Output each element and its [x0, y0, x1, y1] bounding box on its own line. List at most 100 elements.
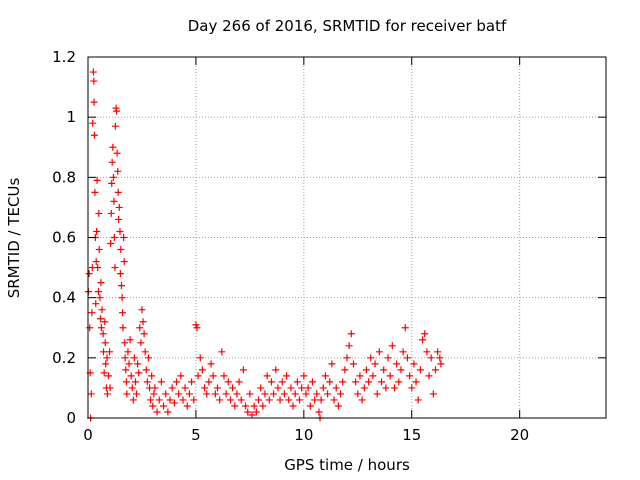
data-point — [403, 354, 411, 362]
data-point — [425, 372, 433, 380]
data-point — [155, 396, 163, 404]
chart-title: Day 266 of 2016, SRMTID for receiver bat… — [188, 17, 507, 35]
data-point — [90, 131, 98, 139]
data-point — [302, 390, 310, 398]
data-point — [205, 378, 213, 386]
data-point — [315, 408, 323, 416]
data-point — [419, 336, 427, 344]
data-point — [209, 372, 217, 380]
data-point — [332, 384, 340, 392]
data-point — [134, 360, 142, 368]
data-point — [127, 372, 135, 380]
y-tick-label: 0 — [66, 409, 76, 427]
data-point — [233, 390, 241, 398]
data-point — [341, 366, 349, 374]
data-point — [311, 396, 319, 404]
data-point — [162, 390, 170, 398]
data-point — [100, 369, 108, 377]
data-point — [235, 378, 243, 386]
data-point — [326, 378, 334, 386]
data-point — [168, 384, 176, 392]
data-point — [375, 348, 383, 356]
data-point — [276, 396, 284, 404]
data-point — [131, 378, 139, 386]
data-point — [319, 384, 327, 392]
data-point — [135, 369, 143, 377]
data-point — [390, 384, 398, 392]
data-point — [93, 227, 101, 235]
data-point — [324, 390, 332, 398]
x-axis-ticks: 0 5 10 15 20 — [83, 57, 529, 444]
data-point — [388, 342, 396, 350]
data-point — [401, 324, 409, 332]
data-point — [226, 396, 234, 404]
data-point — [285, 396, 293, 404]
data-point — [99, 330, 107, 338]
data-point — [109, 173, 117, 181]
data-point — [122, 366, 130, 374]
data-point — [103, 354, 111, 362]
data-point — [349, 360, 357, 368]
data-point — [263, 372, 271, 380]
data-point — [116, 227, 124, 235]
data-point — [321, 372, 329, 380]
data-point — [98, 306, 106, 314]
data-point — [100, 348, 108, 356]
data-point — [114, 167, 122, 175]
data-point — [112, 107, 120, 115]
data-point — [194, 372, 202, 380]
data-point — [119, 309, 127, 317]
data-point — [207, 360, 215, 368]
y-tick-label: 0.2 — [52, 349, 76, 367]
data-point — [92, 300, 100, 308]
data-point — [179, 396, 187, 404]
data-point — [261, 390, 269, 398]
data-point — [97, 315, 105, 323]
data-point — [229, 384, 237, 392]
data-point — [110, 197, 118, 205]
data-point — [231, 402, 239, 410]
data-point — [102, 360, 110, 368]
data-point — [289, 402, 297, 410]
data-point — [170, 399, 178, 407]
y-tick-label: 0.4 — [52, 289, 76, 307]
data-point — [90, 98, 98, 106]
data-point — [91, 188, 99, 196]
data-point — [408, 384, 416, 392]
data-point — [300, 372, 308, 380]
data-point — [242, 402, 250, 410]
data-point — [111, 122, 119, 130]
data-point — [203, 390, 211, 398]
data-point — [423, 348, 431, 356]
data-point — [103, 390, 111, 398]
data-point — [143, 378, 151, 386]
data-point — [121, 354, 129, 362]
data-point — [272, 366, 280, 374]
data-point — [94, 288, 102, 296]
data-point — [414, 396, 422, 404]
data-point — [265, 396, 273, 404]
data-point — [148, 372, 156, 380]
x-tick-label: 0 — [83, 426, 93, 444]
data-point — [201, 384, 209, 392]
data-point — [436, 354, 444, 362]
data-point — [343, 354, 351, 362]
data-point — [141, 348, 149, 356]
data-point — [352, 378, 360, 386]
data-point — [92, 258, 100, 266]
data-point — [367, 354, 375, 362]
data-point — [382, 384, 390, 392]
data-point — [356, 372, 364, 380]
data-point — [431, 366, 439, 374]
data-point — [101, 318, 109, 326]
y-axis-label: SRMTID / TECUs — [5, 178, 23, 299]
data-point — [160, 402, 168, 410]
data-point — [308, 378, 316, 386]
data-point — [116, 270, 124, 278]
data-point — [298, 384, 306, 392]
data-point — [193, 324, 201, 332]
data-point — [129, 396, 137, 404]
data-point — [239, 366, 247, 374]
data-point — [274, 384, 282, 392]
